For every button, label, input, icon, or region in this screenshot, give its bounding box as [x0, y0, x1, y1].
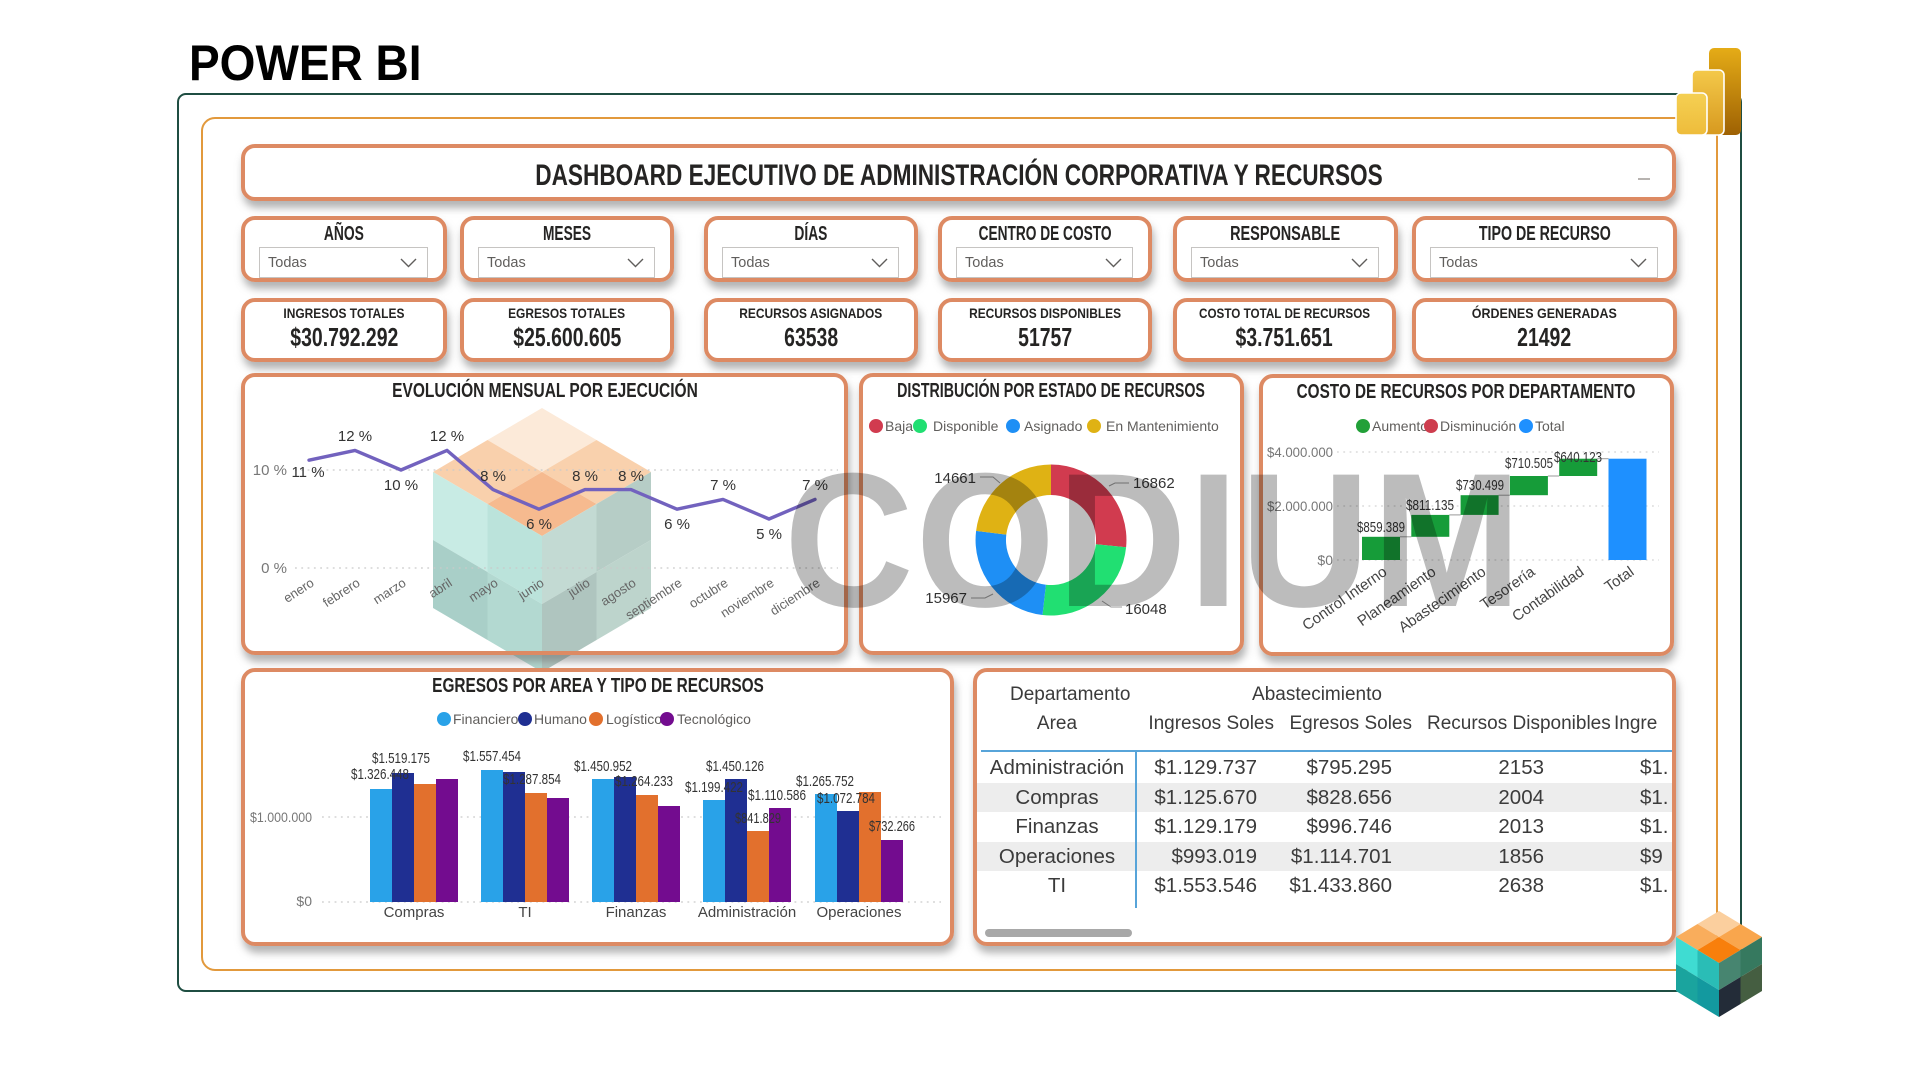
svg-text:Logístico: Logístico [606, 711, 662, 727]
svg-text:$0: $0 [1317, 552, 1333, 568]
svg-text:$1.110.586: $1.110.586 [748, 787, 806, 804]
svg-text:febrero: febrero [320, 575, 363, 610]
svg-text:$1.519.175: $1.519.175 [372, 750, 430, 767]
svg-text:Tecnológico: Tecnológico [677, 711, 751, 727]
svg-text:$1.199.422: $1.199.422 [685, 779, 743, 796]
svg-text:$859.389: $859.389 [1357, 519, 1405, 536]
svg-text:abril: abril [426, 575, 455, 601]
svg-text:11 %: 11 % [291, 464, 324, 481]
svg-text:$0: $0 [296, 893, 312, 909]
svg-text:Administración: Administración [698, 904, 796, 921]
svg-text:Disminución: Disminución [1440, 418, 1516, 434]
svg-text:$710.505: $710.505 [1505, 455, 1553, 472]
svg-text:16862: 16862 [1133, 475, 1175, 492]
svg-text:Finanzas: Finanzas [606, 904, 667, 921]
svg-text:Total: Total [1535, 418, 1565, 434]
svg-text:$811.135: $811.135 [1406, 497, 1454, 514]
svg-text:Total: Total [1602, 563, 1638, 595]
svg-text:Aumento: Aumento [1372, 418, 1428, 434]
svg-text:$1.265.752: $1.265.752 [796, 773, 854, 790]
svg-text:0 %: 0 % [261, 560, 287, 577]
svg-text:6 %: 6 % [526, 516, 552, 533]
svg-text:15967: 15967 [925, 590, 967, 607]
svg-text:10 %: 10 % [384, 477, 418, 494]
svg-text:$730.499: $730.499 [1456, 477, 1504, 494]
svg-text:EVOLUCIÓN MENSUAL POR EJECUCIÓ: EVOLUCIÓN MENSUAL POR EJECUCIÓN [392, 378, 698, 401]
svg-text:$1.326.448: $1.326.448 [351, 766, 409, 783]
svg-text:16048: 16048 [1125, 601, 1167, 618]
svg-text:junio: junio [515, 575, 547, 603]
svg-text:enero: enero [281, 575, 317, 606]
svg-text:$1.557.454: $1.557.454 [463, 748, 521, 765]
svg-text:Disponible: Disponible [933, 418, 999, 434]
svg-text:12 %: 12 % [430, 428, 464, 445]
svg-text:14661: 14661 [934, 470, 976, 487]
svg-text:mayo: mayo [466, 575, 501, 605]
svg-text:$1.072.784: $1.072.784 [817, 790, 875, 807]
svg-text:8 %: 8 % [572, 468, 598, 485]
svg-text:Operaciones: Operaciones [816, 904, 901, 921]
svg-text:$841.829: $841.829 [735, 810, 781, 827]
svg-text:$2.000.000: $2.000.000 [1267, 498, 1333, 514]
svg-text:Asignado: Asignado [1024, 418, 1083, 434]
svg-text:marzo: marzo [370, 575, 408, 607]
svg-text:Humano: Humano [534, 711, 587, 727]
svg-text:julio: julio [564, 575, 592, 601]
svg-text:$1.287.854: $1.287.854 [503, 771, 561, 788]
svg-text:$1.264.233: $1.264.233 [615, 773, 673, 790]
svg-text:En Mantenimiento: En Mantenimiento [1106, 418, 1219, 434]
svg-text:7 %: 7 % [802, 477, 828, 494]
svg-text:$1.450.126: $1.450.126 [706, 758, 764, 775]
svg-text:$1.450.952: $1.450.952 [574, 758, 632, 775]
svg-text:TI: TI [518, 904, 531, 921]
svg-text:$4.000.000: $4.000.000 [1267, 444, 1333, 460]
svg-text:$1.000.000: $1.000.000 [250, 809, 312, 825]
svg-text:$640.123: $640.123 [1554, 449, 1602, 466]
svg-text:10 %: 10 % [253, 462, 287, 479]
svg-text:Financiero: Financiero [453, 711, 519, 727]
svg-text:DISTRIBUCIÓN POR ESTADO DE REC: DISTRIBUCIÓN POR ESTADO DE RECURSOS [897, 379, 1205, 402]
svg-text:COSTO DE RECURSOS POR DEPARTAM: COSTO DE RECURSOS POR DEPARTAMENTO [1297, 380, 1636, 402]
svg-text:12 %: 12 % [338, 428, 372, 445]
svg-text:Compras: Compras [384, 904, 445, 921]
svg-text:5 %: 5 % [756, 526, 782, 543]
svg-text:7 %: 7 % [710, 477, 736, 494]
svg-text:EGRESOS POR AREA Y TIPO DE REC: EGRESOS POR AREA Y TIPO DE RECURSOS [432, 674, 764, 696]
svg-text:8 %: 8 % [480, 468, 506, 485]
svg-text:$732.266: $732.266 [869, 818, 915, 835]
svg-text:8 %: 8 % [618, 468, 644, 485]
svg-text:Baja: Baja [885, 418, 913, 434]
svg-text:6 %: 6 % [664, 516, 690, 533]
